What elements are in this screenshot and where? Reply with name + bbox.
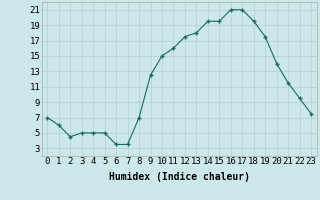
X-axis label: Humidex (Indice chaleur): Humidex (Indice chaleur) (109, 172, 250, 182)
